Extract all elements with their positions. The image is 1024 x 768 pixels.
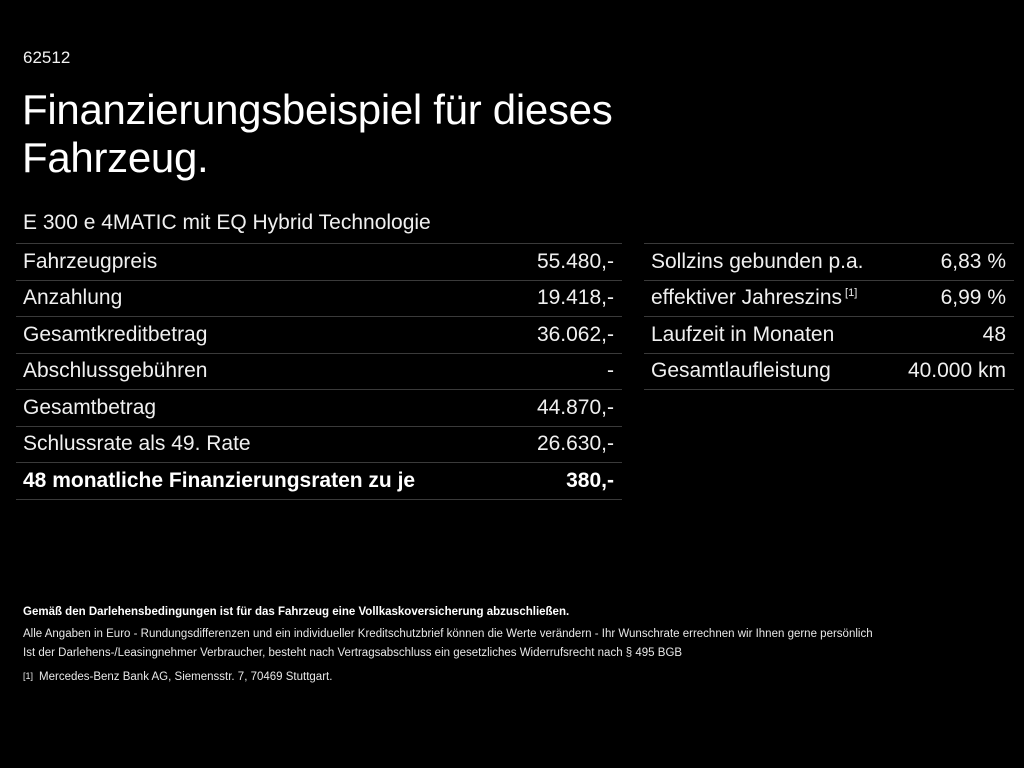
row-value: 55.480,- <box>536 249 614 273</box>
table-row: Fahrzeugpreis 55.480,- <box>16 244 622 281</box>
table-row: Anzahlung 19.418,- <box>16 281 622 317</box>
row-label: Fahrzeugpreis <box>23 249 158 273</box>
table-row: Sollzins gebunden p.a. 6,83 % <box>644 244 1014 281</box>
table-row: Gesamtlaufleistung 40.000 km <box>644 354 1014 390</box>
row-value: 40.000 km <box>907 359 1006 383</box>
footnote-text: Mercedes-Benz Bank AG, Siemensstr. 7, 70… <box>39 671 333 683</box>
row-label: effektiver Jahreszins <box>651 286 843 310</box>
table-row: effektiver Jahreszins [1] 6,99 % <box>644 281 1014 317</box>
row-value: 6,83 % <box>940 249 1006 273</box>
row-label: Sollzins gebunden p.a. <box>651 249 864 273</box>
row-label: Schlussrate als 49. Rate <box>23 432 251 456</box>
footnote-marker: [1] <box>23 671 34 681</box>
title-line-2: Fahrzeug. <box>22 134 209 181</box>
insurance-note: Gemäß den Darlehensbedingungen ist für d… <box>23 606 570 618</box>
row-label: Gesamtkreditbetrag <box>23 322 208 346</box>
row-value: - <box>607 359 614 383</box>
row-value: 36.062,- <box>536 322 614 346</box>
row-label: Laufzeit in Monaten <box>651 322 835 346</box>
row-label: Abschlussgebühren <box>23 359 208 383</box>
row-label: 48 monatliche Finanzierungsraten zu je <box>23 468 416 492</box>
row-value: 44.870,- <box>536 395 614 419</box>
row-value: 19.418,- <box>536 286 614 310</box>
table-row: Abschlussgebühren - <box>16 354 622 390</box>
footnote-ref: [1] <box>845 287 858 300</box>
page-title: Finanzierungsbeispiel für dieses Fahrzeu… <box>22 86 613 182</box>
row-label: Gesamtlaufleistung <box>651 359 831 383</box>
monthly-rate-row: 48 monatliche Finanzierungsraten zu je 38… <box>16 463 622 500</box>
table-row: Gesamtkreditbetrag 36.062,- <box>16 317 622 354</box>
interest-table: Sollzins gebunden p.a. 6,83 % effektiver … <box>644 243 1014 390</box>
vehicle-model: E 300 e 4MATIC mit EQ Hybrid Technologie <box>23 211 431 234</box>
row-label: Anzahlung <box>23 286 123 310</box>
table-row: Laufzeit in Monaten 48 <box>644 317 1014 354</box>
row-value: 6,99 % <box>940 286 1006 310</box>
title-line-1: Finanzierungsbeispiel für dieses <box>22 86 613 133</box>
row-value: 48 <box>982 322 1006 346</box>
row-value: 380,- <box>566 468 614 492</box>
footnote: [1] Mercedes-Benz Bank AG, Siemensstr. 7,… <box>23 671 332 683</box>
financing-table: Fahrzeugpreis 55.480,- Anzahlung 19.418,- … <box>16 243 622 500</box>
vehicle-code: 62512 <box>23 48 71 67</box>
table-row: Gesamtbetrag 44.870,- <box>16 390 622 427</box>
row-label: Gesamtbetrag <box>23 395 157 419</box>
table-row: Schlussrate als 49. Rate 26.630,- <box>16 427 622 463</box>
disclaimer-line-1: Alle Angaben in Euro - Rundungsdifferenz… <box>23 628 873 640</box>
row-value: 26.630,- <box>536 432 614 456</box>
disclaimer-line-2: Ist der Darlehens-/Leasingnehmer Verbrau… <box>23 647 683 659</box>
